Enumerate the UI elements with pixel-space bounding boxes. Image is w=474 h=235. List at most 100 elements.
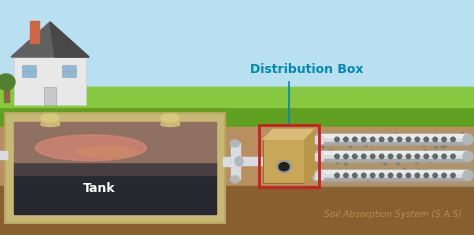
- Circle shape: [433, 173, 438, 178]
- Circle shape: [370, 150, 373, 153]
- Circle shape: [367, 172, 370, 174]
- Circle shape: [364, 158, 366, 161]
- Circle shape: [322, 146, 324, 148]
- Circle shape: [441, 153, 444, 156]
- Circle shape: [379, 154, 384, 159]
- Ellipse shape: [235, 157, 243, 166]
- Circle shape: [416, 141, 419, 143]
- Circle shape: [452, 141, 455, 144]
- Bar: [62, 65, 76, 77]
- Circle shape: [423, 170, 425, 172]
- Bar: [317, 151, 468, 161]
- Circle shape: [373, 134, 375, 136]
- Circle shape: [320, 145, 322, 147]
- Circle shape: [362, 173, 366, 178]
- Circle shape: [381, 160, 383, 162]
- Circle shape: [406, 154, 410, 159]
- Circle shape: [319, 176, 321, 178]
- Circle shape: [335, 157, 337, 159]
- Circle shape: [371, 137, 375, 142]
- Circle shape: [328, 135, 330, 137]
- Circle shape: [423, 178, 425, 180]
- Bar: [240, 157, 263, 165]
- Ellipse shape: [312, 170, 322, 180]
- Circle shape: [431, 143, 433, 145]
- Circle shape: [435, 146, 438, 149]
- Circle shape: [357, 170, 359, 173]
- Circle shape: [461, 133, 464, 135]
- Circle shape: [414, 137, 416, 140]
- Circle shape: [444, 145, 446, 148]
- Circle shape: [442, 173, 447, 178]
- Circle shape: [388, 137, 393, 142]
- Bar: [231, 143, 240, 179]
- Polygon shape: [11, 22, 89, 57]
- Text: Tank: Tank: [82, 182, 115, 195]
- Circle shape: [335, 157, 337, 159]
- Bar: [43, 113, 57, 121]
- Circle shape: [406, 137, 410, 142]
- Circle shape: [366, 179, 369, 182]
- Circle shape: [362, 154, 366, 159]
- Circle shape: [435, 133, 437, 136]
- Text: Soil Absorption System (S.A.S): Soil Absorption System (S.A.S): [324, 210, 461, 219]
- Circle shape: [367, 179, 370, 181]
- Circle shape: [344, 154, 348, 159]
- Bar: [0, 107, 474, 127]
- Circle shape: [383, 155, 385, 158]
- Circle shape: [388, 173, 393, 178]
- Bar: [315, 132, 474, 150]
- Circle shape: [451, 137, 455, 142]
- Bar: [259, 125, 319, 187]
- Circle shape: [349, 154, 351, 156]
- Bar: [163, 113, 177, 121]
- Circle shape: [410, 178, 413, 181]
- Circle shape: [349, 137, 351, 140]
- Bar: [317, 170, 468, 180]
- Polygon shape: [50, 22, 89, 57]
- Circle shape: [425, 170, 428, 172]
- Bar: [0, 87, 474, 107]
- Circle shape: [334, 176, 336, 179]
- Circle shape: [362, 137, 366, 142]
- Polygon shape: [0, 87, 474, 107]
- Ellipse shape: [230, 176, 239, 183]
- Circle shape: [404, 168, 406, 171]
- Circle shape: [403, 170, 406, 173]
- Circle shape: [433, 137, 438, 142]
- Circle shape: [433, 154, 438, 159]
- Circle shape: [336, 162, 338, 164]
- Circle shape: [406, 141, 408, 143]
- Ellipse shape: [41, 121, 59, 126]
- Circle shape: [365, 144, 367, 146]
- Circle shape: [353, 173, 357, 178]
- Ellipse shape: [279, 163, 289, 171]
- Bar: [317, 134, 468, 144]
- Circle shape: [371, 154, 375, 159]
- Ellipse shape: [75, 146, 136, 157]
- Bar: [315, 153, 323, 160]
- Circle shape: [427, 152, 429, 155]
- Circle shape: [335, 137, 339, 142]
- Circle shape: [335, 154, 339, 159]
- Bar: [45, 88, 55, 104]
- Bar: [22, 65, 36, 77]
- Circle shape: [419, 152, 421, 155]
- Circle shape: [384, 161, 387, 163]
- Circle shape: [428, 171, 430, 173]
- Circle shape: [353, 154, 357, 159]
- Circle shape: [410, 152, 412, 154]
- Bar: [223, 157, 239, 166]
- Ellipse shape: [312, 151, 322, 161]
- Ellipse shape: [230, 140, 239, 147]
- Ellipse shape: [312, 134, 322, 144]
- Circle shape: [437, 175, 439, 177]
- Ellipse shape: [463, 151, 473, 161]
- Circle shape: [415, 154, 419, 159]
- Circle shape: [424, 173, 428, 178]
- Circle shape: [424, 154, 428, 159]
- Circle shape: [415, 161, 418, 164]
- Bar: [0, 151, 7, 159]
- Bar: [161, 118, 179, 125]
- Circle shape: [433, 171, 436, 173]
